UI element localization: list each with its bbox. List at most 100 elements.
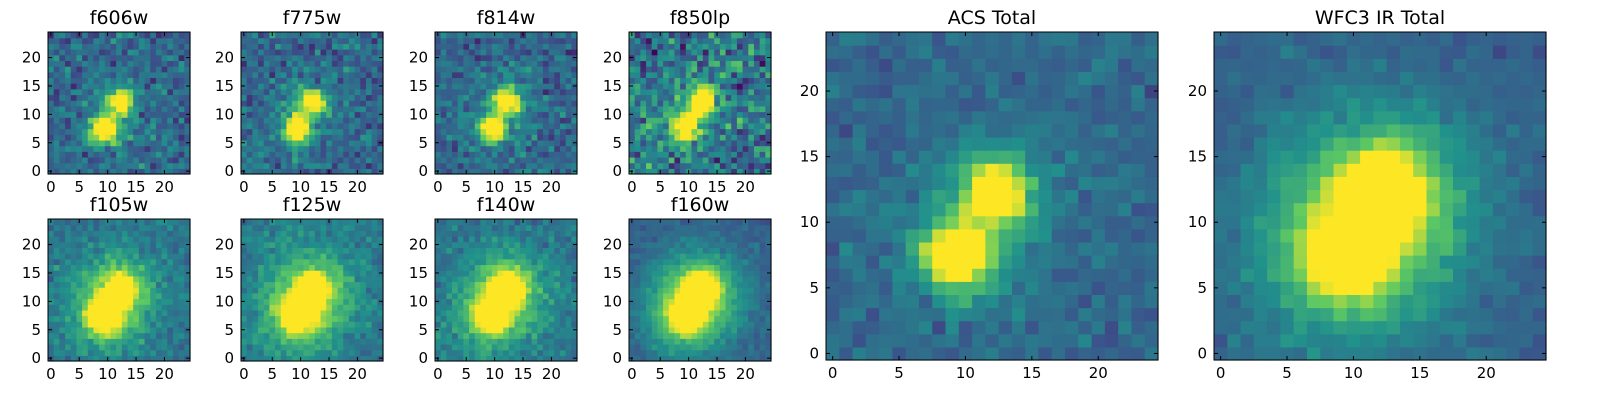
- heatmap-cell: [246, 281, 253, 288]
- heatmap-cell: [314, 236, 322, 243]
- heatmap-cell: [360, 253, 367, 260]
- heatmap-cell: [314, 275, 322, 283]
- heatmap-cell: [480, 60, 487, 67]
- heatmap-cell: [748, 292, 755, 300]
- heatmap-cell: [377, 71, 384, 79]
- heatmap-cell: [297, 315, 305, 322]
- heatmap-cell: [753, 145, 761, 152]
- heatmap-cell: [702, 117, 710, 124]
- heatmap-cell: [634, 117, 641, 124]
- heatmap-cell: [93, 287, 100, 294]
- heatmap-cell: [736, 100, 744, 107]
- heatmap-cell: [503, 219, 510, 226]
- heatmap-cell: [309, 60, 316, 67]
- heatmap-cell: [531, 326, 538, 334]
- heatmap-cell: [354, 258, 361, 266]
- heatmap-cell: [736, 77, 744, 84]
- heatmap-cell: [48, 292, 55, 300]
- heatmap-cell: [76, 275, 83, 283]
- heatmap-cell: [435, 281, 442, 288]
- heatmap-cell: [360, 275, 367, 283]
- heatmap-cell: [53, 43, 60, 50]
- heatmap-cell: [525, 321, 533, 328]
- heatmap-cell: [719, 326, 727, 334]
- heatmap-cell: [246, 168, 253, 175]
- heatmap-cell: [184, 258, 191, 266]
- heatmap-cell: [354, 247, 361, 254]
- heatmap-cell: [646, 151, 653, 158]
- heatmap-cell: [184, 275, 191, 283]
- heatmap-cell: [759, 343, 766, 351]
- heatmap-cell: [571, 60, 578, 67]
- heatmap-cell: [104, 100, 112, 107]
- heatmap-cell: [559, 134, 567, 141]
- heatmap-cell: [748, 100, 755, 107]
- heatmap-cell: [178, 326, 185, 334]
- heatmap-cell: [82, 224, 89, 231]
- heatmap-cell: [76, 43, 83, 50]
- heatmap-cell: [297, 145, 305, 152]
- heatmap-cell: [640, 332, 647, 339]
- heatmap-cell: [634, 37, 641, 44]
- heatmap-cell: [314, 230, 322, 237]
- heatmap-cell: [360, 292, 367, 300]
- heatmap-cell: [542, 128, 550, 135]
- heatmap-cell: [65, 247, 72, 254]
- heatmap-cell: [104, 241, 112, 248]
- heatmap-cell: [520, 309, 527, 317]
- heatmap-cell: [680, 156, 687, 164]
- heatmap-cell: [514, 32, 521, 39]
- heatmap-cell: [104, 230, 112, 237]
- heatmap-cell: [178, 349, 185, 356]
- heatmap-cell: [646, 43, 653, 50]
- heatmap-cell: [314, 162, 322, 169]
- heatmap-cell: [297, 241, 305, 248]
- heatmap-cell: [241, 128, 248, 135]
- heatmap-cell: [753, 105, 761, 113]
- heatmap-cell: [93, 94, 100, 101]
- heatmap-cell: [303, 349, 310, 356]
- heatmap-cell: [457, 236, 464, 243]
- heatmap-cell: [348, 117, 356, 124]
- heatmap-cell: [559, 224, 567, 231]
- heatmap-cell: [354, 54, 361, 61]
- heatmap-cell: [486, 66, 493, 73]
- heatmap-cell: [440, 298, 447, 305]
- heatmap-cell: [354, 326, 361, 334]
- heatmap-cell: [548, 151, 555, 158]
- heatmap-cell: [53, 241, 60, 248]
- heatmap-cell: [371, 122, 378, 130]
- heatmap-cell: [440, 134, 447, 141]
- heatmap-cell: [292, 355, 299, 362]
- heatmap-cell: [320, 105, 327, 113]
- heatmap-cell: [65, 94, 72, 101]
- x-tick-label: 5: [655, 178, 665, 196]
- heatmap-cell: [463, 54, 470, 61]
- heatmap-cell: [548, 49, 555, 56]
- heatmap-cell: [452, 298, 459, 305]
- heatmap-cell: [697, 111, 704, 118]
- heatmap-cell: [343, 139, 350, 147]
- heatmap-cell: [525, 230, 533, 237]
- heatmap-cell: [691, 88, 698, 96]
- heatmap-cell: [497, 100, 504, 107]
- heatmap-cell: [82, 100, 89, 107]
- heatmap-cell: [348, 122, 356, 130]
- heatmap-cell: [691, 134, 698, 141]
- heatmap-cell: [172, 264, 180, 271]
- heatmap-cell: [537, 304, 544, 311]
- heatmap-cell: [531, 236, 538, 243]
- heatmap-cell: [765, 151, 772, 158]
- heatmap-cell: [525, 145, 533, 152]
- heatmap-cell: [93, 355, 100, 362]
- heatmap-cell: [326, 349, 333, 356]
- heatmap-cell: [127, 122, 134, 130]
- heatmap-cell: [640, 338, 647, 345]
- heatmap-cell: [640, 315, 647, 322]
- heatmap-cell: [70, 145, 77, 152]
- heatmap-cell: [121, 100, 129, 107]
- heatmap-cell: [548, 66, 555, 73]
- heatmap-cell: [542, 100, 550, 107]
- heatmap-cell: [731, 156, 738, 164]
- heatmap-cell: [503, 32, 510, 39]
